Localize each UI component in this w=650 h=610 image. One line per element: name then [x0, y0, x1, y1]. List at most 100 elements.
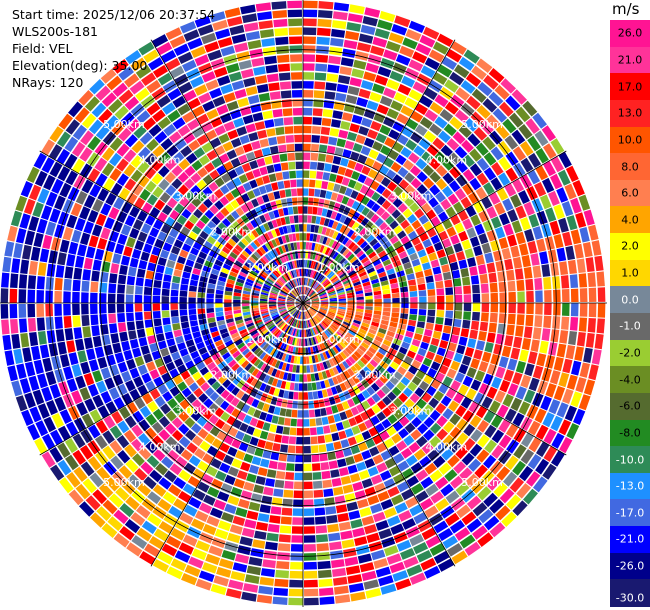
- velocity-cell: [477, 434, 490, 448]
- velocity-cell: [271, 314, 280, 319]
- velocity-cell: [410, 110, 424, 123]
- velocity-cell: [361, 515, 375, 526]
- velocity-cell: [453, 318, 462, 328]
- velocity-cell: [100, 68, 117, 84]
- velocity-cell: [211, 537, 226, 549]
- velocity-cell: [243, 77, 256, 88]
- velocity-cell: [134, 303, 143, 312]
- velocity-cell: [182, 111, 195, 123]
- velocity-cell: [351, 68, 365, 79]
- velocity-cell: [372, 317, 381, 324]
- velocity-cell: [269, 424, 277, 433]
- velocity-cell: [303, 251, 306, 259]
- velocity-cell: [287, 282, 293, 290]
- velocity-cell: [198, 92, 212, 104]
- velocity-cell: [355, 50, 369, 61]
- velocity-cell: [234, 313, 242, 318]
- velocity-cell: [179, 512, 194, 525]
- velocity-cell: [259, 138, 269, 148]
- velocity-cell: [520, 217, 531, 231]
- velocity-cell: [502, 198, 514, 212]
- velocity-cell: [378, 250, 387, 258]
- velocity-cell: [286, 304, 295, 307]
- velocity-cell: [256, 157, 266, 167]
- velocity-cell: [168, 484, 182, 497]
- velocity-cell: [95, 125, 110, 140]
- velocity-cell: [234, 231, 243, 240]
- velocity-cell: [319, 235, 325, 244]
- velocity-cell: [184, 237, 195, 247]
- velocity-cell: [258, 92, 271, 102]
- velocity-cell: [476, 104, 491, 119]
- velocity-cell: [444, 469, 458, 482]
- velocity-cell: [349, 473, 361, 483]
- velocity-cell: [308, 309, 314, 316]
- velocity-cell: [303, 0, 318, 9]
- velocity-cell: [37, 188, 50, 204]
- velocity-cell: [297, 197, 303, 205]
- velocity-cell: [307, 374, 312, 382]
- velocity-cell: [165, 27, 182, 41]
- velocity-cell: [376, 232, 385, 241]
- velocity-cell: [27, 289, 36, 303]
- velocity-cell: [75, 190, 88, 205]
- velocity-cell: [535, 458, 550, 475]
- velocity-cell: [295, 365, 300, 373]
- velocity-cell: [282, 274, 289, 282]
- velocity-cell: [237, 342, 246, 350]
- velocity-cell: [41, 451, 56, 468]
- velocity-cell: [315, 285, 322, 291]
- velocity-cell: [251, 57, 265, 67]
- velocity-cell: [268, 276, 276, 282]
- velocity-cell: [293, 490, 303, 499]
- velocity-cell: [408, 365, 418, 375]
- velocity-cell: [128, 266, 137, 277]
- velocity-cell: [393, 186, 404, 197]
- velocity-cell: [303, 499, 314, 507]
- velocity-cell: [350, 324, 359, 331]
- velocity-cell: [250, 270, 258, 277]
- velocity-cell: [133, 125, 147, 139]
- velocity-cell: [183, 29, 200, 42]
- velocity-cell: [488, 272, 497, 283]
- velocity-cell: [265, 279, 273, 286]
- velocity-cell: [116, 435, 130, 449]
- colorbar: 26.0 21.0 17.0 13.0 10.0 8.0 6.0 4.0 2.0 1.0 0.0 -1…: [610, 20, 650, 607]
- velocity-cell: [350, 591, 366, 602]
- velocity-cell: [203, 494, 216, 506]
- velocity-cell: [96, 380, 107, 394]
- velocity-cell: [388, 250, 397, 258]
- velocity-cell: [119, 265, 128, 275]
- velocity-cell: [553, 234, 564, 249]
- velocity-cell: [110, 182, 123, 196]
- velocity-cell: [340, 259, 349, 267]
- velocity-cell: [462, 169, 475, 182]
- velocity-cell: [516, 279, 525, 291]
- velocity-cell: [379, 236, 389, 245]
- velocity-cell: [338, 304, 346, 308]
- velocity-cell: [298, 224, 303, 232]
- velocity-cell: [303, 161, 310, 169]
- velocity-cell: [141, 223, 152, 234]
- velocity-cell: [305, 287, 309, 295]
- velocity-cell: [267, 221, 274, 230]
- velocity-cell: [326, 145, 336, 155]
- velocity-cell: [124, 134, 138, 148]
- velocity-cell: [173, 375, 183, 385]
- velocity-cell: [393, 92, 408, 104]
- velocity-cell: [211, 268, 220, 276]
- velocity-cell: [384, 137, 396, 148]
- velocity-cell: [277, 332, 284, 340]
- velocity-cell: [165, 184, 177, 197]
- velocity-cell: [376, 104, 389, 115]
- velocity-cell: [101, 523, 118, 538]
- velocity-cell: [444, 101, 459, 115]
- velocity-cell: [319, 453, 328, 462]
- velocity-cell: [167, 109, 181, 123]
- velocity-cell: [337, 353, 345, 362]
- velocity-cell: [181, 208, 192, 219]
- velocity-cell: [473, 201, 485, 214]
- velocity-cell: [570, 229, 582, 245]
- velocity-cell: [327, 415, 335, 424]
- velocity-cell: [371, 191, 381, 202]
